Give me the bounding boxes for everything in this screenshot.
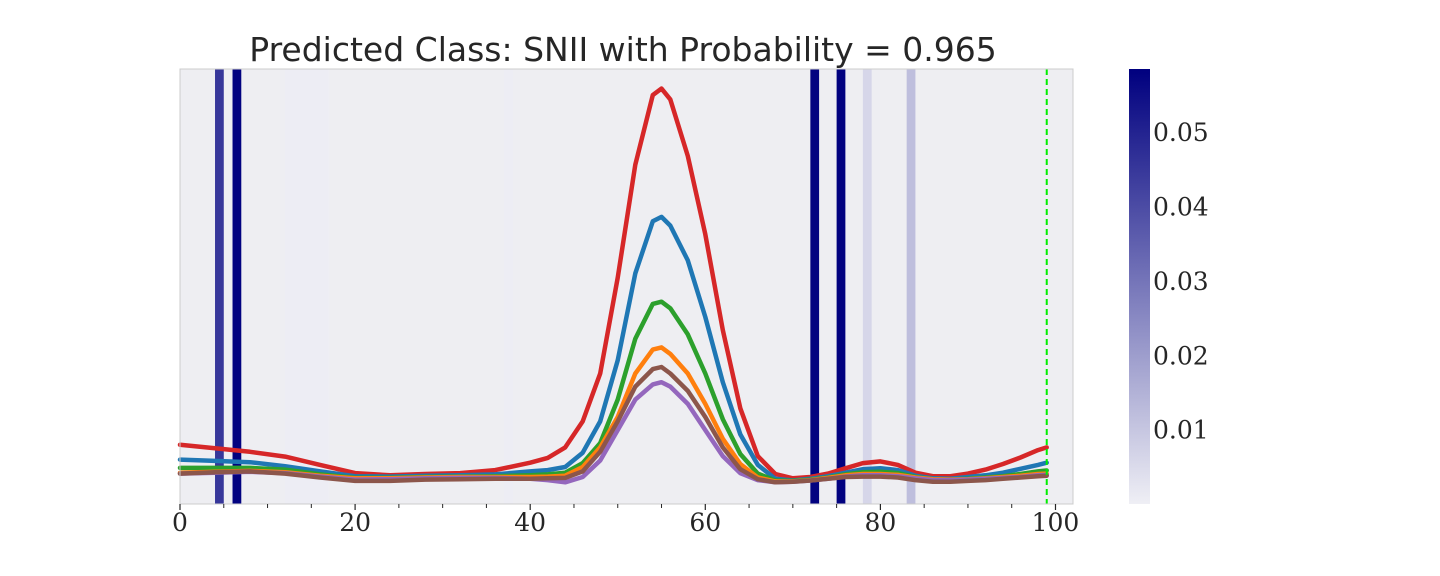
attention-band [232,69,242,504]
attention-band [285,69,329,504]
colorbar-tick-label: 0.02 [1153,341,1209,370]
attention-band [862,69,872,504]
attention-band [503,69,513,504]
x-tick-label: 20 [339,508,371,537]
attention-band [215,69,224,504]
x-tick-label: 0 [172,508,188,537]
colorbar [1129,69,1150,504]
series-lines [177,86,1049,485]
colorbar-tick-label: 0.04 [1153,193,1209,222]
colorbar-ticks: 0.01 0.02 0.03 0.04 0.05 [1153,118,1209,444]
attention-band [810,69,820,504]
x-tick-label: 80 [864,508,896,537]
x-axis: 0 20 40 60 80 100 [172,504,1079,537]
x-tick-label: 60 [689,508,721,537]
attention-bands [215,69,916,504]
colorbar-tick-label: 0.05 [1153,118,1209,147]
x-tick-label: 40 [514,508,546,537]
colorbar-tick-label: 0.03 [1153,267,1209,296]
plot-frame [179,68,1074,505]
chart-title: Predicted Class: SNII with Probability =… [249,30,996,69]
x-tick-label: 100 [1032,508,1080,537]
attention-band [906,69,916,504]
colorbar-tick-label: 0.01 [1153,416,1209,445]
attention-band [836,69,846,504]
series-line [177,364,1049,485]
